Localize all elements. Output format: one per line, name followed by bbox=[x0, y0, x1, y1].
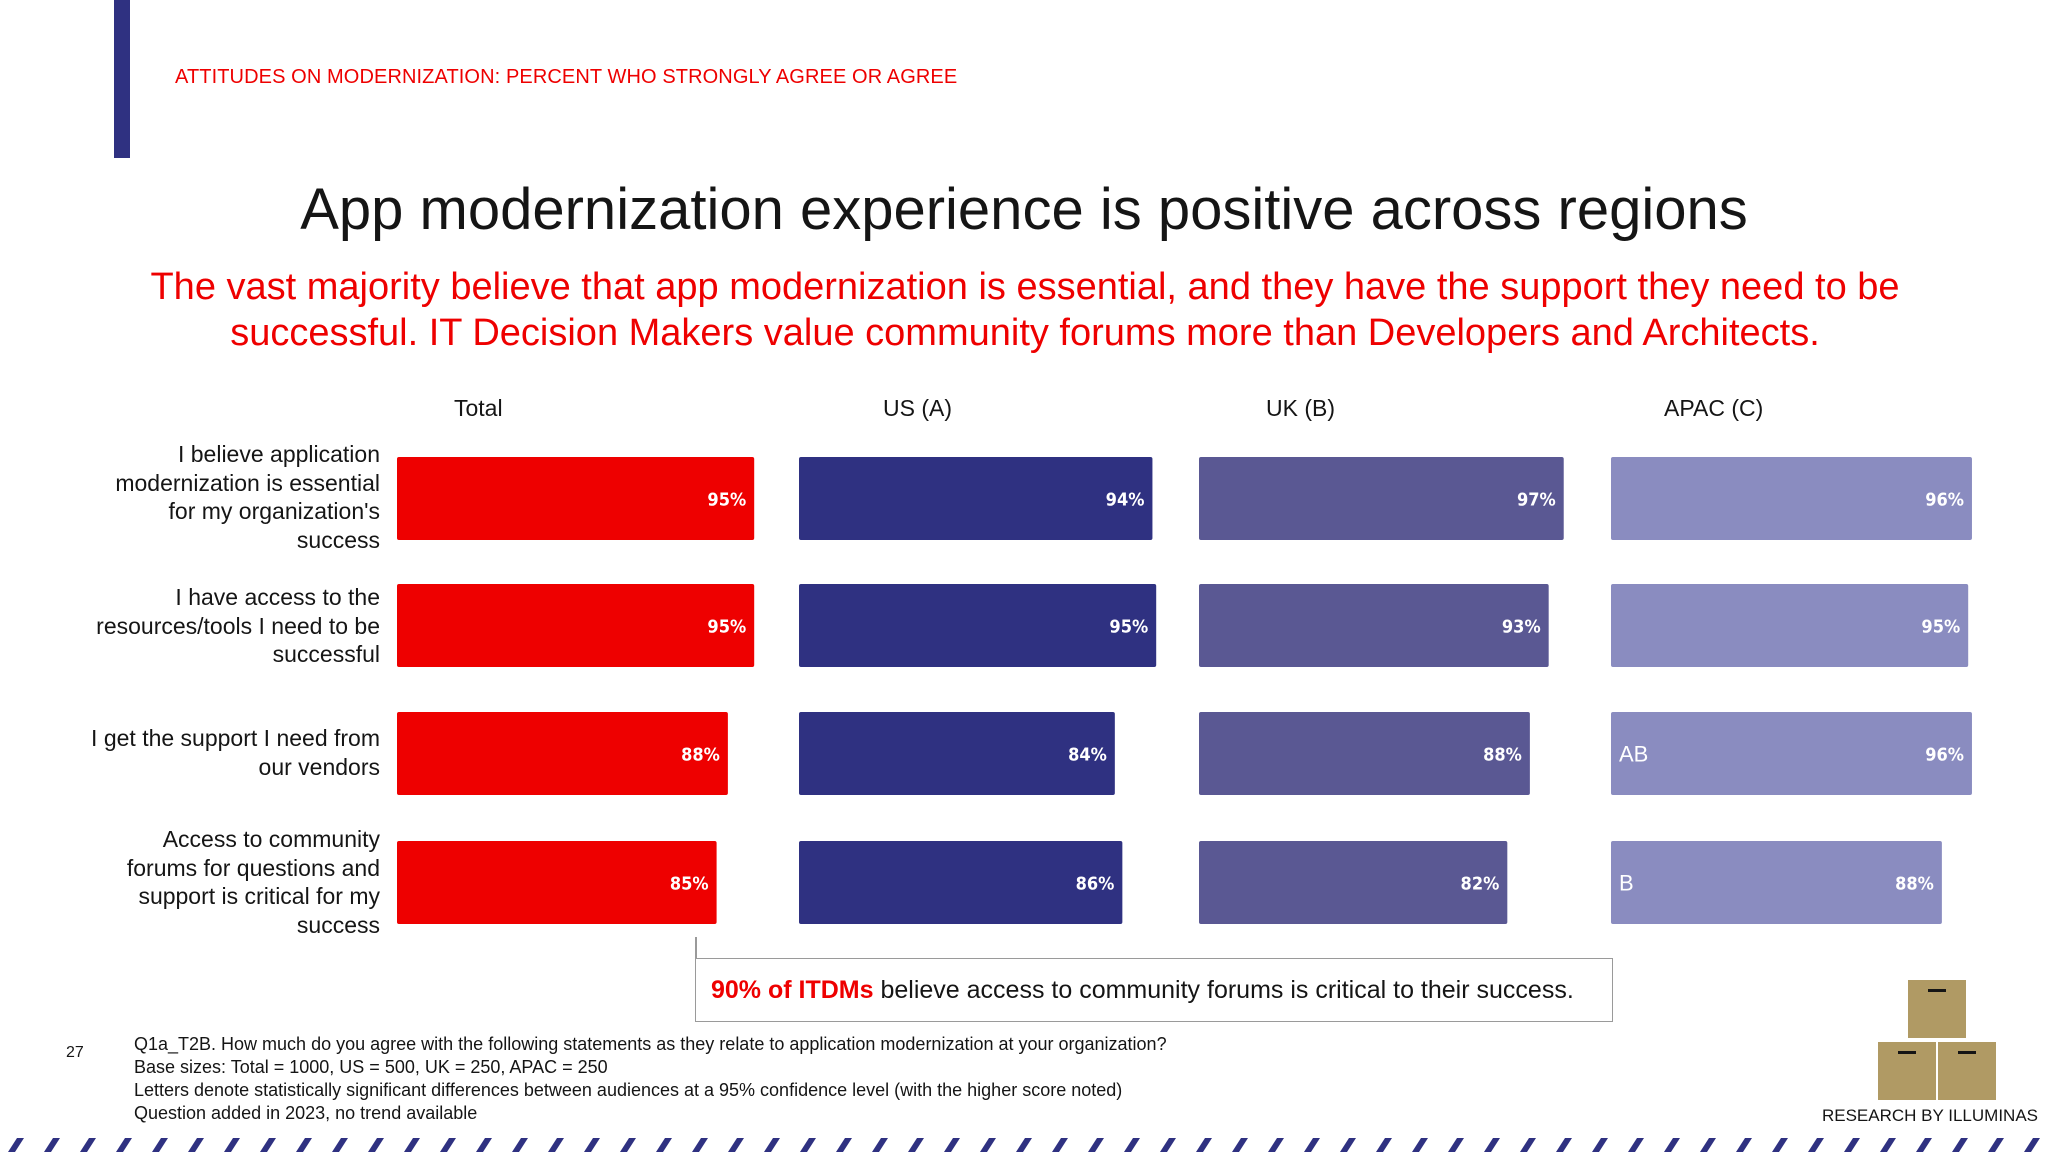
page-subtitle: The vast majority believe that app moder… bbox=[150, 266, 1900, 354]
row-label-essential: I believe application modernization is e… bbox=[115, 441, 380, 553]
callout-text: believe access to community forums is cr… bbox=[873, 975, 1574, 1004]
column-header-total: Total bbox=[454, 395, 503, 421]
bar-uk-row3 bbox=[1199, 712, 1530, 795]
column-header-uk: UK (B) bbox=[1266, 395, 1335, 421]
column-header-apac: APAC (C) bbox=[1664, 395, 1764, 421]
box-icon-top bbox=[1908, 980, 1966, 1038]
callout-box: 90% of ITDMs believe access to community… bbox=[695, 958, 1613, 1022]
research-credit: RESEARCH BY ILLUMINAS bbox=[1821, 1106, 2038, 1125]
bar-us-row4 bbox=[799, 841, 1123, 924]
significance-letter-apac-row4: B bbox=[1619, 871, 1634, 896]
section-label: ATTITUDES ON MODERNIZATION: PERCENT WHO … bbox=[175, 66, 958, 88]
bar-apac-row2 bbox=[1611, 584, 1969, 667]
footnote-significance: Letters denote statistically significant… bbox=[134, 1080, 1123, 1100]
bar-value-label-us-row2: 95% bbox=[1109, 617, 1148, 638]
bar-uk-row1 bbox=[1199, 457, 1564, 540]
bar-total-row4 bbox=[397, 841, 717, 924]
bar-value-label-total-row3: 88% bbox=[681, 745, 720, 766]
column-header-us: US (A) bbox=[883, 395, 952, 421]
bar-us-row3 bbox=[799, 712, 1115, 795]
footnote-trend: Question added in 2023, no trend availab… bbox=[134, 1103, 478, 1123]
callout-highlight: 90% of ITDMs bbox=[711, 975, 874, 1004]
bar-value-label-us-row3: 84% bbox=[1068, 745, 1107, 766]
box-icon-bottom-right bbox=[1938, 1042, 1996, 1100]
bar-us-row1 bbox=[799, 457, 1153, 540]
callout-leader-line bbox=[695, 937, 697, 959]
row-label-resources: I have access to the resources/tools I n… bbox=[96, 584, 380, 667]
stacked-boxes-logo bbox=[1872, 978, 2002, 1102]
footer-stripes bbox=[0, 1138, 2048, 1152]
box-icon-bottom-left bbox=[1878, 1042, 1936, 1100]
bar-chart: 95% 95% 88% 85% 94% 95% 84% 86% 97% 93% 88% 82% 96% 9… bbox=[397, 457, 1972, 924]
bar-uk-row2 bbox=[1199, 584, 1549, 667]
bar-value-label-uk-row4: 82% bbox=[1461, 874, 1500, 895]
row-label-community-forums: Access to community forums for questions… bbox=[126, 826, 380, 938]
bar-value-label-total-row2: 95% bbox=[707, 617, 746, 638]
accent-bar bbox=[114, 0, 130, 158]
bar-value-label-us-row1: 94% bbox=[1106, 490, 1145, 511]
bar-apac-row1 bbox=[1611, 457, 1972, 540]
bar-total-row2 bbox=[397, 584, 755, 667]
footnote-question: Q1a_T2B. How much do you agree with the … bbox=[134, 1034, 1167, 1054]
bar-value-label-us-row4: 86% bbox=[1076, 874, 1115, 895]
bar-value-label-uk-row1: 97% bbox=[1517, 490, 1556, 511]
bar-apac-row4 bbox=[1611, 841, 1942, 924]
bar-value-label-apac-row3: 96% bbox=[1925, 745, 1964, 766]
page-number: 27 bbox=[66, 1044, 84, 1061]
bar-value-label-total-row4: 85% bbox=[670, 874, 709, 895]
bar-value-label-uk-row2: 93% bbox=[1502, 617, 1541, 638]
bar-us-row2 bbox=[799, 584, 1157, 667]
row-label-vendor-support: I get the support I need from our vendor… bbox=[91, 725, 380, 780]
bar-value-label-apac-row1: 96% bbox=[1925, 490, 1964, 511]
bar-total-row1 bbox=[397, 457, 755, 540]
bar-value-label-uk-row3: 88% bbox=[1483, 745, 1522, 766]
bar-value-label-apac-row4: 88% bbox=[1895, 874, 1934, 895]
bar-uk-row4 bbox=[1199, 841, 1508, 924]
footnote-base-sizes: Base sizes: Total = 1000, US = 500, UK =… bbox=[134, 1057, 608, 1077]
footnotes: Q1a_T2B. How much do you agree with the … bbox=[134, 1033, 1167, 1125]
bar-total-row3 bbox=[397, 712, 728, 795]
bar-value-label-apac-row2: 95% bbox=[1921, 617, 1960, 638]
bar-apac-row3 bbox=[1611, 712, 1972, 795]
bar-value-label-total-row1: 95% bbox=[707, 490, 746, 511]
page-title: App modernization experience is positive… bbox=[300, 177, 1748, 242]
significance-letter-apac-row3: AB bbox=[1619, 742, 1648, 767]
